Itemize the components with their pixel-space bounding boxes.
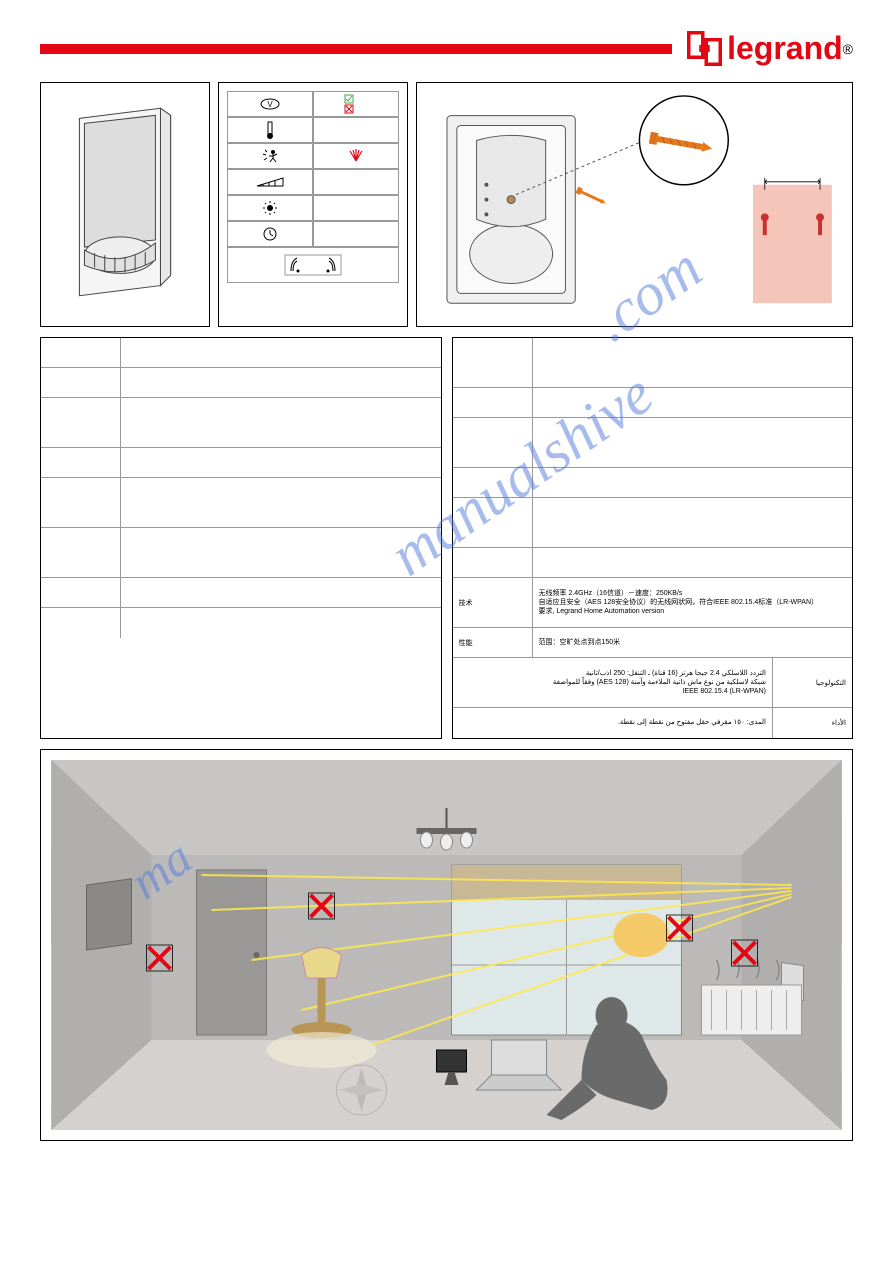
spec-grid: V (227, 91, 399, 283)
tech-table-left (40, 337, 442, 739)
tech-value (121, 338, 441, 367)
tech-label: التكنولوجيا (772, 658, 852, 707)
tech-value (533, 468, 853, 497)
tech-label (453, 418, 533, 467)
tech-value: التردد اللاسلكي 2.4 جيجا هرتز (16 قناة) … (453, 658, 773, 707)
table-row (453, 548, 853, 578)
motion-icon (261, 148, 279, 164)
spec-voltage: V (227, 91, 313, 117)
spec-lux (227, 195, 313, 221)
top-panels-row: V (40, 82, 853, 327)
brand-name: legrand (727, 30, 843, 67)
spec-wireless (227, 247, 399, 283)
sensor-product-drawing (49, 91, 201, 318)
sun-icon (263, 201, 277, 215)
tech-value (121, 368, 441, 397)
tech-label: 技术 (453, 578, 533, 627)
table-row (453, 468, 853, 498)
svg-text:V: V (267, 100, 273, 109)
detection-icon (347, 149, 365, 163)
tech-label (41, 578, 121, 607)
spec-motion (227, 143, 313, 169)
header: legrand ® (40, 30, 853, 67)
room-svg (51, 760, 842, 1130)
clock-icon (263, 227, 277, 241)
table-row (453, 338, 853, 388)
spec-range-value (313, 169, 399, 195)
brand-logo: legrand ® (687, 30, 853, 67)
tech-value (121, 578, 441, 607)
tech-label (41, 528, 121, 577)
installation-drawing (425, 91, 844, 318)
voltage-icon: V (260, 98, 280, 110)
tech-label (41, 368, 121, 397)
room-illustration (51, 760, 842, 1130)
tech-value: المدى: ١٥٠ مقرفي حقل مفتوح من نقطة إلى ن… (453, 708, 773, 738)
spec-time (227, 221, 313, 247)
legrand-icon (687, 31, 722, 66)
range-icon (255, 176, 285, 188)
tech-label (453, 498, 533, 547)
tech-value: 范围：空旷处点到点150米 (533, 628, 853, 657)
spec-lux-value (313, 195, 399, 221)
header-red-bar (40, 44, 672, 54)
tech-value (121, 478, 441, 527)
tech-label (453, 388, 533, 417)
spec-detection (313, 143, 399, 169)
tech-value (533, 498, 853, 547)
thermometer-icon (265, 121, 275, 139)
table-row (41, 528, 441, 578)
table-row-arabic: التكنولوجياالتردد اللاسلكي 2.4 جيجا هرتز… (453, 658, 853, 708)
table-row (453, 388, 853, 418)
tech-label (41, 608, 121, 638)
spec-time-value (313, 221, 399, 247)
tech-label (41, 338, 121, 367)
table-row (453, 498, 853, 548)
spec-temp-value (313, 117, 399, 143)
tech-label (41, 478, 121, 527)
tech-value: 无线频率 2.4GHz（16信道）－速度：250KB/s 自适应且安全（AES … (533, 578, 853, 627)
tech-value (121, 608, 441, 638)
table-row (41, 478, 441, 528)
room-guidance-panel (40, 749, 853, 1141)
table-row-arabic: الأداءالمدى: ١٥٠ مقرفي حقل مفتوح من نقطة… (453, 708, 853, 738)
tech-value (533, 338, 853, 387)
table-row: 性能范围：空旷处点到点150米 (453, 628, 853, 658)
tech-label (453, 338, 533, 387)
check-icons (344, 94, 368, 114)
table-row (41, 608, 441, 638)
tech-value (533, 388, 853, 417)
technology-tables: 技术无线频率 2.4GHz（16信道）－速度：250KB/s 自适应且安全（AE… (40, 337, 853, 739)
tech-label (453, 468, 533, 497)
installation-panel (416, 82, 853, 327)
product-image-panel (40, 82, 210, 327)
tech-label: 性能 (453, 628, 533, 657)
tech-value (121, 448, 441, 477)
tech-label (41, 398, 121, 447)
table-row (41, 448, 441, 478)
tech-value (533, 418, 853, 467)
table-row: 技术无线频率 2.4GHz（16信道）－速度：250KB/s 自适应且安全（AE… (453, 578, 853, 628)
table-row (41, 578, 441, 608)
tech-value (121, 398, 441, 447)
table-row (453, 418, 853, 468)
table-row (41, 398, 441, 448)
registered-mark: ® (843, 41, 853, 57)
spec-checkboxes (313, 91, 399, 117)
spec-temperature (227, 117, 313, 143)
tech-label (41, 448, 121, 477)
tech-label (453, 548, 533, 577)
wireless-icon (283, 253, 343, 277)
tech-label: الأداء (772, 708, 852, 738)
spec-range (227, 169, 313, 195)
table-row (41, 368, 441, 398)
table-row (41, 338, 441, 368)
specifications-panel: V (218, 82, 408, 327)
tech-table-right: 技术无线频率 2.4GHz（16信道）－速度：250KB/s 自适应且安全（AE… (452, 337, 854, 739)
tech-value (533, 548, 853, 577)
tech-value (121, 528, 441, 577)
